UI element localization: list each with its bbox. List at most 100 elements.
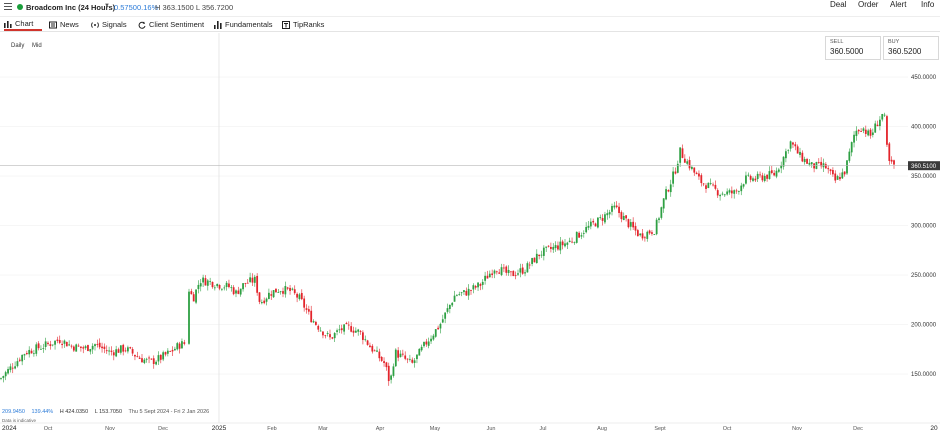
deal-button[interactable]: Deal [830,0,847,9]
candle-body [101,346,103,349]
x-tick-label: Oct [723,426,732,432]
candle-body [300,292,303,300]
buy-button[interactable]: BUY 360.5200 [883,36,939,60]
tab-tipranks-label: TipRanks [293,20,325,29]
candle-body [876,124,879,127]
candle-body [629,222,632,227]
price-chart[interactable]: 150.0000 200.0000 250.0000 300.0000 350.0000… [0,33,940,433]
candle-body [192,294,195,302]
candle-body [808,162,811,165]
candle-body [540,254,543,256]
candle-body [209,281,212,283]
candle-body [606,213,609,216]
candle-body [75,344,78,352]
candle-body [28,349,31,355]
candle-body [531,258,533,264]
candle-body [166,350,169,354]
candle-body [707,182,710,189]
candle-body [714,184,717,189]
candle-body [216,283,219,287]
candle-body [853,134,855,143]
candle-body [486,275,489,279]
candle-body [604,214,606,223]
candle-body [688,160,691,169]
footer-stats: 209.9450 139.44% H 424.0350 L 153.7050 T… [2,409,214,415]
tab-fundamentals[interactable]: Fundamentals [214,18,273,31]
candle-body [87,345,89,351]
candle-body [413,360,416,363]
candle-body [864,129,867,134]
info-button[interactable]: Info [921,0,935,9]
year-label: 2024 [2,425,17,432]
newspaper-icon [49,21,57,28]
tab-chart[interactable]: Chart [4,18,42,31]
sell-price: 360.5000 [830,47,864,56]
candle-body [890,159,893,162]
candle-body [768,171,771,179]
candle-body [749,175,752,180]
candle-body [550,246,552,249]
candle-body [329,334,331,338]
bar-chart-icon [214,20,222,29]
candle-body [164,352,167,355]
tab-signals[interactable]: Signals [91,18,127,31]
candle-body [871,132,874,135]
interval-mid[interactable]: Mid [32,43,42,49]
candle-body [162,352,165,360]
candle-body [16,361,19,367]
candle-body [500,267,503,276]
tab-news-label: News [60,20,79,29]
candle-body [552,246,555,250]
candle-body [183,342,186,344]
candle-body [437,327,439,330]
candle-body [867,130,870,136]
candle-body [862,128,865,131]
candle-body [481,281,484,285]
tab-news[interactable]: News [49,18,79,31]
candle-body [510,271,512,273]
sell-button[interactable]: SELL 360.5000 [825,36,881,60]
candle-body [665,189,667,200]
candle-body [651,232,653,234]
candle-body [559,241,562,251]
tab-tipranks[interactable]: TipRanks [282,18,324,31]
last-price-marker [908,161,940,171]
candle-body [439,323,442,329]
candle-body [401,353,404,355]
tab-bar: Chart News Signals Client Sentiment Fund… [0,16,940,32]
candle-body [284,286,287,295]
candle-body [820,161,823,167]
candle-body [691,166,693,169]
menu-icon[interactable] [4,3,12,11]
candle-body [705,185,707,189]
candle-body [775,170,778,177]
candle-body [51,344,54,346]
candle-body [307,309,310,312]
candle-body [761,175,764,181]
candle-body [157,355,160,362]
candle-body [832,170,834,175]
interval-daily[interactable]: Daily [11,43,25,49]
x-tick-label: 20 [930,425,938,432]
candle-body [561,241,564,246]
candle-body [359,331,362,332]
candle-body [115,349,118,357]
candle-body [282,291,284,294]
candle-body [730,190,733,194]
candle-body [218,284,221,289]
candle-body [627,219,630,228]
order-button[interactable]: Order [858,0,879,9]
candle-body [373,350,376,352]
candle-body [4,372,7,377]
candle-body [411,359,414,363]
tab-client-sentiment[interactable]: Client Sentiment [138,18,204,31]
candle-body [30,350,33,354]
instrument-title[interactable]: Broadcom Inc (24 Hours) [26,3,116,12]
chevron-down-icon[interactable]: ▼ [104,3,110,9]
candle-body [84,346,87,349]
candle-body [669,184,672,193]
candle-body [580,235,583,237]
candle-body [806,159,808,164]
x-tick-label: Apr [376,426,385,432]
alert-button[interactable]: Alert [890,0,907,9]
